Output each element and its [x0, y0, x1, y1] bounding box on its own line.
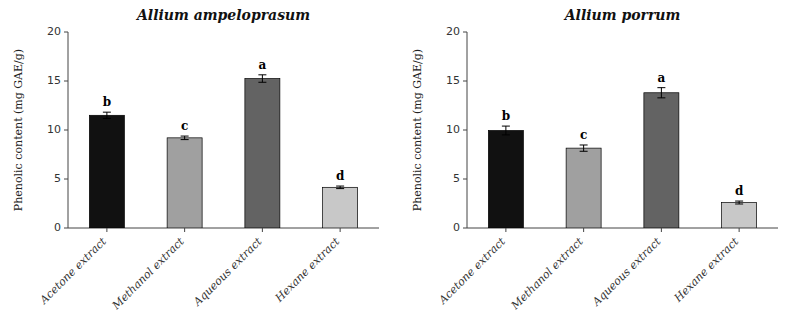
y-tick-label: 15 — [47, 74, 61, 87]
x-tick — [661, 228, 662, 232]
x-tick — [505, 228, 506, 232]
error-cap — [580, 144, 588, 145]
bar-letter: a — [258, 58, 266, 72]
error-stem — [262, 75, 263, 82]
bar — [644, 93, 679, 228]
bar-letter: c — [181, 119, 188, 133]
error-cap — [735, 203, 743, 204]
x-tick — [106, 228, 107, 232]
panel: 0 5 10 15 20 b c a d Acetone extractMethanol extr… — [411, 7, 778, 313]
y-tick-label: 5 — [54, 172, 61, 185]
y-axis-label: Phenolic content (mg GAE/g) — [12, 49, 25, 211]
bar — [245, 79, 280, 228]
error-bar — [502, 126, 510, 135]
error-cap — [336, 186, 344, 187]
error-cap — [735, 201, 743, 202]
y-tick-label: 5 — [453, 172, 460, 185]
bar-letter: b — [502, 109, 510, 123]
error-cap — [103, 118, 111, 119]
chart-title: Allium porrum — [563, 7, 681, 23]
y-tick — [64, 179, 68, 180]
x-tick — [340, 228, 341, 232]
error-cap — [103, 112, 111, 113]
x-tick — [262, 228, 263, 232]
y-tick — [463, 81, 467, 82]
bar-letter: d — [735, 184, 744, 198]
bar-letter: d — [336, 169, 345, 183]
y-tick-label: 20 — [47, 25, 61, 38]
bar — [167, 138, 202, 228]
bar-letter: a — [657, 71, 665, 85]
y-tick — [463, 32, 467, 33]
y-tick — [463, 228, 467, 229]
bar-letter: b — [103, 95, 111, 109]
error-cap — [502, 134, 510, 135]
x-tick — [184, 228, 185, 232]
y-tick — [64, 228, 68, 229]
x-tick-label: Hexane extract — [671, 235, 742, 306]
x-tick-label: Acetone extract — [37, 235, 110, 308]
chart-title: Allium ampeloprasum — [135, 7, 310, 23]
error-cap — [181, 139, 189, 140]
bar — [488, 130, 523, 228]
error-cap — [336, 188, 344, 189]
error-cap — [258, 74, 266, 75]
x-tick-label: Aqueous extract — [589, 235, 664, 310]
bars — [488, 88, 756, 228]
bar — [323, 187, 358, 228]
error-stem — [661, 88, 662, 98]
y-tick-label: 10 — [446, 123, 460, 136]
y-tick — [463, 179, 467, 180]
error-bar — [181, 136, 189, 140]
chart-root: 05101520bcadAcetone extractMethanol extr… — [0, 0, 798, 330]
bar-letter: c — [580, 128, 587, 142]
y-tick — [64, 130, 68, 131]
panel: 0 5 10 15 20 b c a d Acetone extractMethanol extr… — [12, 7, 379, 313]
x-tick-label: Methanol extract — [109, 235, 187, 313]
error-bar — [735, 201, 743, 204]
error-cap — [657, 97, 665, 98]
y-axis-label: Phenolic content (mg GAE/g) — [411, 49, 424, 211]
x-tick — [583, 228, 584, 232]
bars — [89, 75, 357, 228]
x-tick — [739, 228, 740, 232]
y-tick-label: 0 — [54, 221, 61, 234]
error-cap — [580, 151, 588, 152]
y-axis-line — [467, 32, 468, 228]
error-stem — [184, 136, 185, 140]
x-tick-label: Hexane extract — [272, 235, 343, 306]
y-tick — [64, 32, 68, 33]
x-tick-label: Acetone extract — [436, 235, 509, 308]
error-bar — [580, 145, 588, 151]
error-cap — [181, 136, 189, 137]
error-bar — [103, 112, 111, 118]
y-tick-label: 15 — [446, 74, 460, 87]
error-stem — [106, 112, 107, 118]
y-tick-label: 0 — [453, 221, 460, 234]
y-axis-line — [68, 32, 69, 228]
error-stem — [505, 126, 506, 135]
error-bar — [657, 88, 665, 98]
y-tick — [64, 81, 68, 82]
error-cap — [657, 87, 665, 88]
y-tick-label: 20 — [446, 25, 460, 38]
error-bar — [336, 186, 344, 189]
x-tick-label: Aqueous extract — [190, 235, 265, 310]
error-cap — [258, 82, 266, 83]
y-tick-label: 10 — [47, 123, 61, 136]
error-cap — [502, 126, 510, 127]
x-tick-label: Methanol extract — [508, 235, 586, 313]
bar — [566, 148, 601, 228]
y-tick — [463, 130, 467, 131]
bar — [722, 203, 757, 228]
bar — [89, 115, 124, 228]
error-bar — [258, 75, 266, 82]
error-stem — [583, 145, 584, 151]
